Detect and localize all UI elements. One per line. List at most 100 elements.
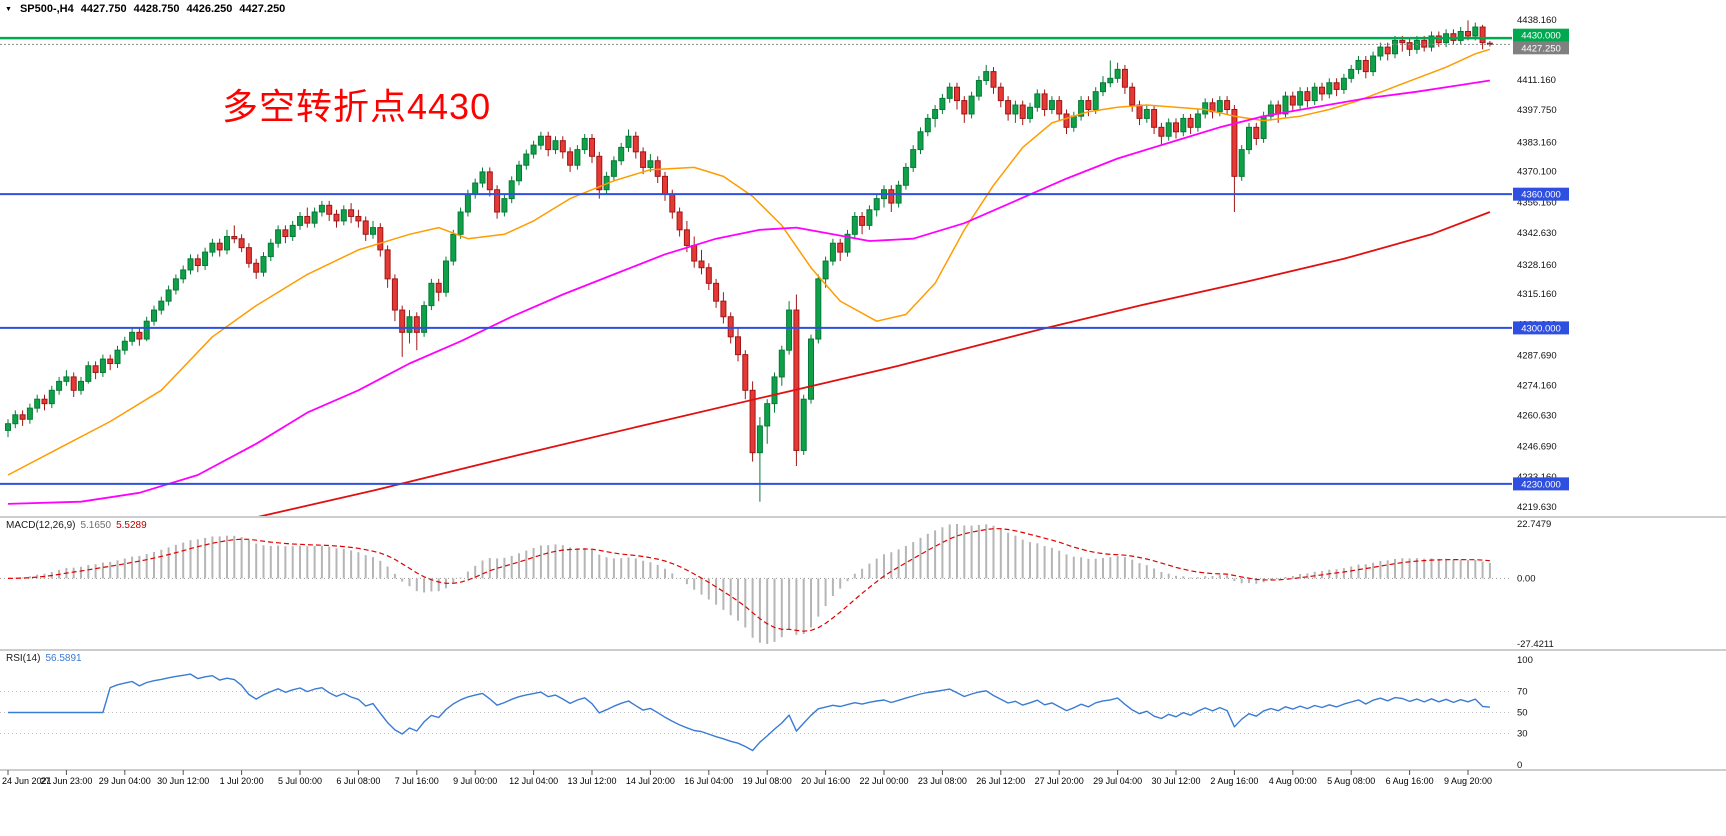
candle-body	[56, 380, 63, 391]
price-axis-label: 4260.630	[1517, 411, 1557, 422]
candle-body	[727, 316, 734, 338]
main-chart-panel[interactable]	[0, 20, 1512, 517]
candle-body	[1384, 46, 1391, 55]
candle-body	[41, 398, 48, 405]
time-axis-label: 20 Jul 16:00	[801, 776, 850, 786]
candle-body	[793, 309, 800, 451]
candle-body	[494, 189, 501, 213]
candle-body	[377, 227, 384, 251]
candle-body	[1399, 39, 1406, 44]
candle-body	[136, 331, 143, 340]
candle-body	[70, 376, 77, 391]
candle-body	[968, 95, 975, 115]
candle-body	[742, 354, 749, 391]
price-axis[interactable]: 4438.1604424.6904411.1604397.7504383.160…	[1517, 15, 1557, 513]
time-axis-label: 6 Aug 16:00	[1386, 776, 1434, 786]
candle-body	[406, 316, 413, 333]
candle-body	[187, 258, 194, 271]
candle-body	[238, 238, 245, 249]
candle-body	[114, 349, 121, 365]
macd-axis-label: 0.00	[1517, 573, 1536, 584]
candle-body	[172, 278, 179, 291]
rsi-title: RSI(14)	[6, 653, 41, 664]
time-axis-label: 30 Jun 12:00	[157, 776, 209, 786]
time-axis-label: 26 Jul 12:00	[976, 776, 1025, 786]
candle-body	[1107, 77, 1114, 84]
candle-body	[1428, 35, 1435, 48]
candle-body	[581, 137, 588, 151]
symbol-timeframe-label: SP500-,H4	[19, 3, 74, 15]
candle-body	[1465, 30, 1471, 37]
time-axis-label: 5 Aug 08:00	[1327, 776, 1375, 786]
chart-dropdown-arrow-icon[interactable]: ▼	[5, 5, 12, 13]
candle-body	[1012, 104, 1019, 115]
candle-body	[735, 336, 741, 356]
candle-body	[1078, 100, 1085, 117]
time-axis-label: 1 Jul 20:00	[220, 776, 264, 786]
candle-body	[1479, 26, 1486, 44]
candle-body	[1048, 100, 1055, 110]
candle-body	[384, 249, 391, 280]
price-level-annotation: 多空转折点4430	[222, 86, 492, 127]
candle-body	[297, 215, 303, 226]
candle-body	[954, 86, 960, 102]
candle-body	[180, 269, 187, 280]
price-axis-label: 4287.690	[1517, 350, 1557, 361]
candles-layer	[5, 20, 1493, 502]
time-axis-label: 5 Jul 00:00	[278, 776, 322, 786]
candle-body	[537, 135, 544, 146]
candle-body	[873, 198, 880, 211]
candle-body	[1253, 126, 1260, 139]
time-axis-label: 12 Jul 04:00	[509, 776, 558, 786]
price-axis-label: 4328.160	[1517, 260, 1557, 271]
price-axis-label: 4438.160	[1517, 15, 1557, 26]
time-axis-label: 13 Jul 12:00	[567, 776, 616, 786]
price-axis-label: 4233.160	[1517, 472, 1557, 483]
ma-line-slow	[257, 211, 1491, 516]
candle-body	[1187, 117, 1194, 128]
candle-body	[902, 166, 909, 186]
candle-body	[443, 260, 449, 293]
candle-body	[165, 289, 172, 302]
candle-body	[1034, 93, 1041, 108]
candle-body	[340, 209, 347, 222]
ohlc-high-value: 4428.750	[133, 3, 180, 15]
candle-body	[669, 193, 676, 213]
time-axis-label: 9 Aug 20:00	[1444, 776, 1492, 786]
candle-body	[143, 320, 150, 340]
candle-body	[1348, 68, 1355, 79]
ma-line-fast	[7, 48, 1491, 476]
candle-body	[129, 331, 136, 342]
price-axis-label: 4383.160	[1517, 138, 1557, 149]
candle-body	[516, 164, 522, 182]
candle-body	[479, 171, 486, 184]
candle-body	[939, 97, 946, 110]
candle-body	[567, 151, 574, 166]
candle-body	[1340, 77, 1347, 90]
candle-body	[355, 215, 362, 222]
time-axis-label: 22 Jul 00:00	[859, 776, 908, 786]
candle-body	[1282, 95, 1289, 115]
candle-body	[151, 309, 157, 322]
candle-body	[5, 423, 11, 431]
candle-body	[85, 365, 92, 382]
candle-body	[917, 131, 924, 151]
price-axis-label: 4274.160	[1517, 380, 1557, 391]
ohlc-close-value: 4427.250	[239, 3, 286, 15]
candle-body	[552, 140, 559, 151]
time-axis-label: 29 Jun 04:00	[99, 776, 151, 786]
macd-main-value: 5.1650	[80, 520, 112, 531]
candle-body	[822, 260, 829, 280]
price-badge	[1513, 321, 1569, 335]
candle-body	[786, 309, 793, 351]
price-axis-label: 4246.690	[1517, 442, 1557, 453]
candle-body	[209, 242, 216, 253]
candle-body	[662, 175, 668, 195]
candle-body	[1005, 100, 1012, 115]
candle-body	[1406, 42, 1413, 50]
time-axis-label: 29 Jul 04:00	[1093, 776, 1142, 786]
candle-body	[1231, 108, 1238, 177]
price-badge-label: 4300.000	[1521, 323, 1561, 334]
